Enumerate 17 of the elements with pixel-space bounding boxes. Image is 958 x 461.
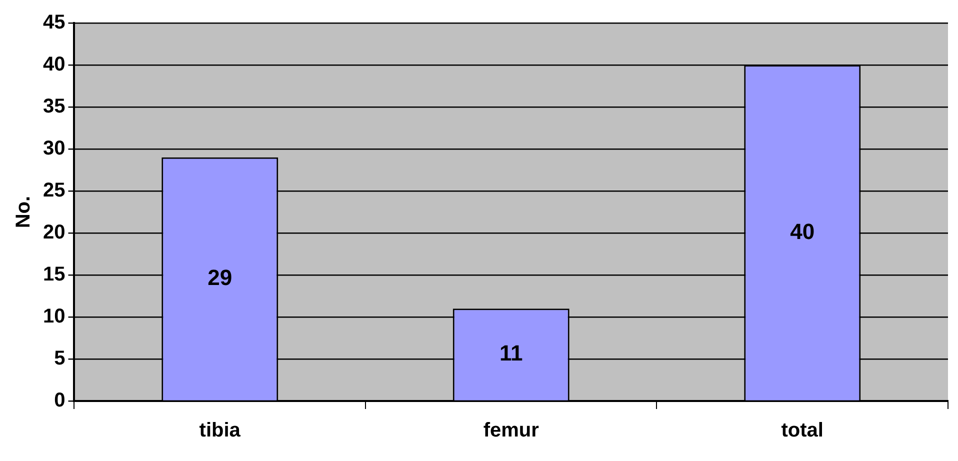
x-tick-label: total bbox=[781, 420, 824, 442]
data-label: 40 bbox=[790, 218, 815, 244]
y-tick-label: 15 bbox=[42, 264, 66, 286]
y-axis-title: No. bbox=[12, 196, 35, 228]
y-tick-label: 35 bbox=[42, 96, 66, 118]
data-label: 11 bbox=[499, 340, 523, 366]
data-label: 29 bbox=[208, 264, 232, 290]
y-tick-label: 10 bbox=[42, 306, 66, 328]
y-tick-label: 20 bbox=[42, 222, 66, 244]
x-tick-label: femur bbox=[483, 420, 540, 442]
y-tick-label: 5 bbox=[54, 348, 66, 370]
x-tick-label: tibia bbox=[199, 420, 242, 442]
y-tick-label: 30 bbox=[42, 138, 66, 160]
y-tick-label: 40 bbox=[42, 54, 66, 76]
y-tick-label: 25 bbox=[42, 180, 66, 202]
y-tick-label: 45 bbox=[42, 12, 66, 34]
y-tick-label: 0 bbox=[54, 390, 66, 412]
